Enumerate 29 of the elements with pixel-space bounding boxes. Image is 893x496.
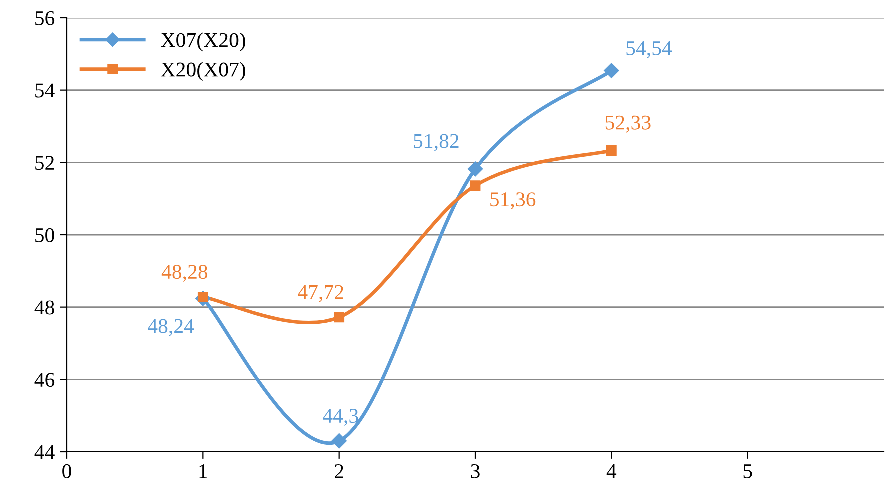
data-label: 51,82 (414, 134, 459, 152)
data-label: 48,24 (148, 319, 194, 336)
y-tick-label: 50 (36, 228, 54, 242)
x-tick-label: 4 (606, 464, 617, 478)
point (470, 180, 481, 192)
legend-label: X20(X07) (161, 62, 246, 82)
y-tick-label: 52 (36, 156, 54, 170)
data-label: 48,28 (162, 265, 208, 282)
y-tick-label: 44 (34, 446, 55, 460)
point (468, 162, 484, 177)
data-label: 54,54 (626, 42, 672, 58)
x-tick-label: 5 (744, 464, 752, 478)
point (606, 146, 617, 156)
y-tick-label: 56 (36, 11, 55, 26)
point (604, 63, 620, 78)
x-tick-label: 3 (471, 464, 480, 478)
data-label: 44,3 (323, 409, 358, 426)
y-tick-label: 46 (34, 373, 55, 388)
x-tick-label: 0 (62, 464, 72, 478)
x-tick-label: 2 (335, 464, 344, 478)
y-tick-label: 54 (36, 84, 55, 98)
y-tick-label: 48 (34, 300, 54, 315)
point (332, 434, 347, 449)
point (334, 312, 345, 323)
data-label: 47,72 (298, 285, 344, 302)
data-label: 51,36 (490, 192, 536, 210)
x-tick-label: 1 (200, 464, 208, 478)
data-label: 52,33 (606, 116, 651, 133)
legend-label: X07(X20) (161, 32, 246, 52)
